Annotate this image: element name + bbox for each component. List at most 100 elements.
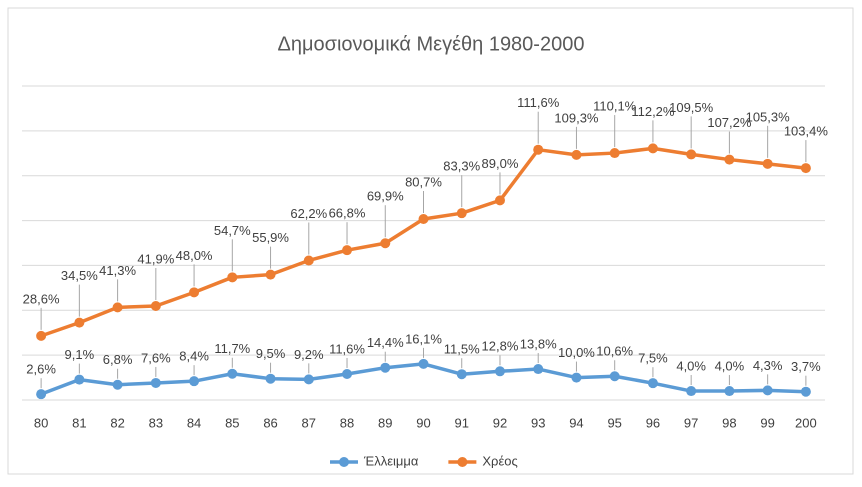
data-label: 105,3% [746, 109, 791, 124]
point [800, 386, 811, 397]
point [418, 358, 429, 369]
data-label: 7,5% [638, 351, 668, 366]
point [303, 255, 314, 266]
point [571, 372, 582, 383]
data-label: 80,7% [405, 174, 442, 189]
data-label: 8,4% [179, 349, 209, 364]
data-label: 54,7% [214, 223, 251, 238]
data-label: 10,6% [596, 344, 633, 359]
point [762, 385, 773, 396]
x-tick-label: 98 [722, 415, 736, 430]
x-tick-label: 95 [607, 415, 621, 430]
point [150, 301, 161, 312]
legend-marker [339, 457, 349, 467]
data-label: 9,5% [256, 346, 286, 361]
x-tick-label: 91 [455, 415, 469, 430]
point [494, 366, 505, 377]
data-label: 2,6% [26, 362, 56, 377]
point [265, 269, 276, 280]
point [762, 158, 773, 169]
x-tick-label: 81 [72, 415, 86, 430]
point [686, 386, 697, 397]
point [74, 374, 85, 385]
point [456, 369, 467, 380]
point [724, 154, 735, 165]
x-tick-label: 94 [569, 415, 583, 430]
data-label: 16,1% [405, 331, 442, 346]
x-tick-label: 92 [493, 415, 507, 430]
data-label: 62,2% [290, 206, 327, 221]
data-label: 11,5% [444, 342, 480, 357]
legend-label: Έλλειμμα [363, 453, 419, 468]
point [609, 148, 620, 159]
x-tick-label: 83 [149, 415, 163, 430]
data-label: 111,6% [517, 95, 560, 110]
data-label: 41,3% [99, 263, 136, 278]
point [265, 373, 276, 384]
point [150, 377, 161, 388]
point [418, 214, 429, 225]
x-tick-label: 85 [225, 415, 239, 430]
point [609, 371, 620, 382]
point [494, 195, 505, 206]
point [227, 368, 238, 379]
point [189, 287, 200, 298]
data-label: 83,3% [443, 159, 480, 174]
point [724, 386, 735, 397]
data-label: 14,4% [367, 335, 404, 350]
data-label: 66,8% [329, 206, 366, 221]
point [800, 163, 811, 174]
data-label: 12,8% [482, 339, 519, 354]
point [227, 272, 238, 283]
data-label: 9,2% [294, 347, 324, 362]
point [36, 389, 47, 400]
x-tick-label: 82 [110, 415, 124, 430]
data-label: 107,2% [707, 115, 752, 130]
data-label: 7,6% [141, 350, 171, 365]
data-label: 10,0% [558, 345, 595, 360]
data-label: 109,5% [669, 100, 714, 115]
data-label: 3,7% [791, 359, 821, 374]
point [342, 368, 353, 379]
chart-frame [7, 7, 854, 475]
data-label: 13,8% [520, 336, 557, 351]
x-tick-label: 99 [760, 415, 774, 430]
x-tick-label: 90 [416, 415, 430, 430]
x-tick-label: 87 [302, 415, 316, 430]
data-label: 103,4% [784, 124, 829, 139]
data-label: 9,1% [65, 347, 95, 362]
point [380, 238, 391, 249]
point [342, 245, 353, 256]
point [189, 376, 200, 387]
point [380, 362, 391, 373]
point [533, 144, 544, 155]
x-tick-label: 80 [34, 415, 48, 430]
point [36, 330, 47, 341]
data-label: 4,0% [676, 358, 706, 373]
point [74, 317, 85, 328]
point [647, 378, 658, 389]
data-label: 11,6% [329, 341, 365, 356]
data-label: 41,9% [137, 251, 174, 266]
data-label: 4,0% [715, 358, 745, 373]
x-tick-label: 200 [795, 415, 817, 430]
chart-title: Δημοσιονομικά Μεγέθη 1980-2000 [278, 33, 585, 55]
point [686, 149, 697, 160]
x-tick-label: 96 [646, 415, 660, 430]
x-tick-label: 93 [531, 415, 545, 430]
x-tick-label: 84 [187, 415, 201, 430]
point [571, 149, 582, 160]
legend-marker [457, 457, 468, 467]
data-label: 28,6% [23, 291, 60, 306]
x-tick-label: 89 [378, 415, 392, 430]
data-label: 110,1% [593, 98, 637, 113]
data-label: 11,7% [214, 341, 250, 356]
point [533, 364, 544, 375]
data-label: 112,2% [631, 104, 675, 119]
x-tick-label: 88 [340, 415, 354, 430]
data-label: 48,0% [176, 248, 213, 263]
point [112, 379, 123, 390]
point [456, 208, 467, 219]
point [303, 374, 314, 385]
data-label: 89,0% [482, 156, 519, 171]
